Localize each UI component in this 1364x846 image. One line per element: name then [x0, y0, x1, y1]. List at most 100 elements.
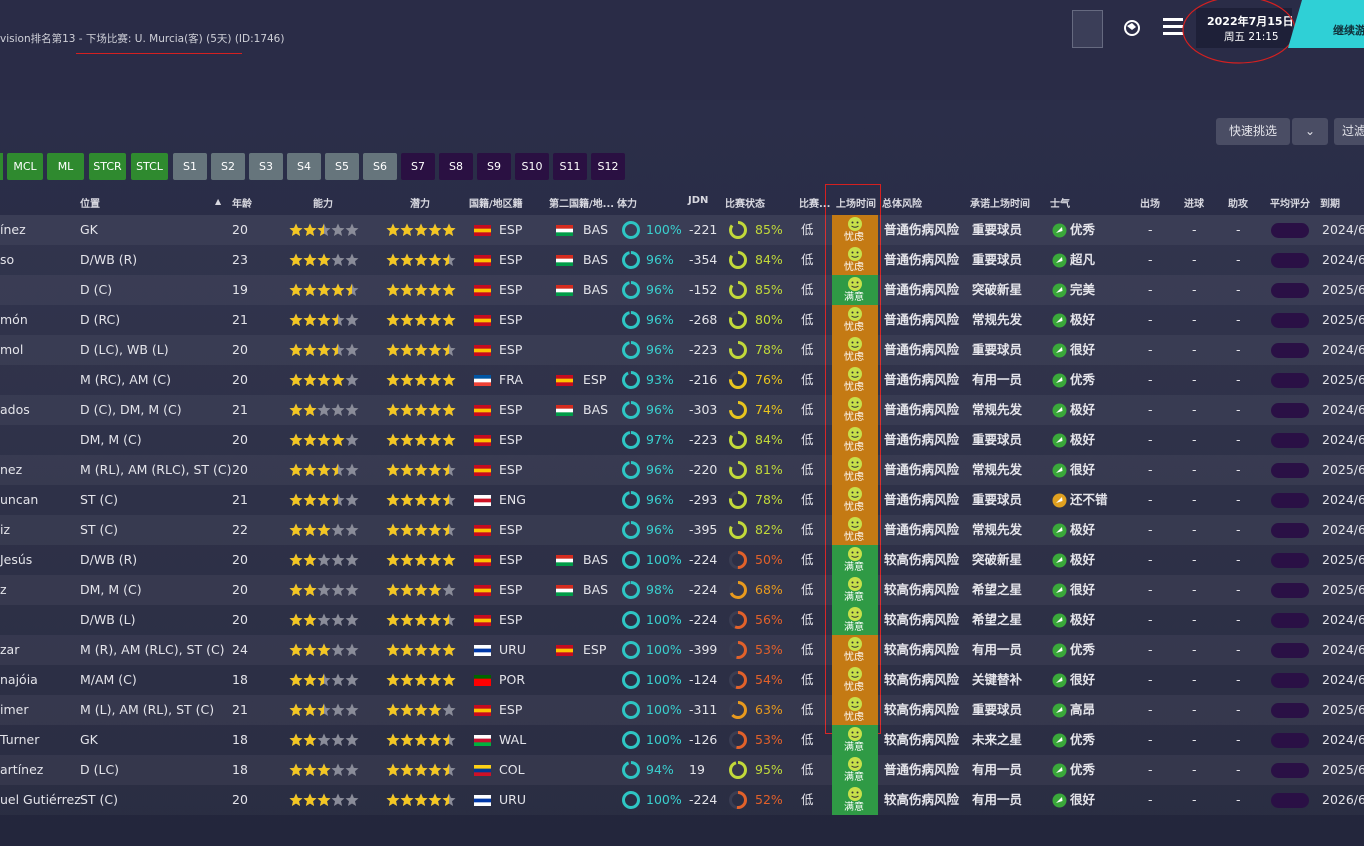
globe-icon[interactable]	[1122, 18, 1142, 38]
tab[interactable]: ML	[47, 153, 84, 180]
tab-partial[interactable]	[0, 153, 3, 180]
ring-gauge	[622, 311, 640, 329]
match-load: 低	[801, 762, 814, 777]
age: 20	[232, 372, 248, 387]
tab[interactable]: MCL	[7, 153, 43, 180]
tab[interactable]: S7	[401, 153, 435, 180]
table-row[interactable]	[0, 665, 1364, 695]
tab[interactable]: S3	[249, 153, 283, 180]
star-rating	[386, 613, 456, 626]
assists: -	[1236, 222, 1241, 237]
tab[interactable]: S10	[515, 153, 549, 180]
table-row[interactable]	[0, 275, 1364, 305]
injury-risk: 普通伤病风险	[884, 402, 960, 417]
flag	[556, 285, 573, 296]
continue-label[interactable]: 继续游	[1333, 24, 1364, 37]
smiley	[848, 667, 862, 681]
tab[interactable]: STCR	[89, 153, 126, 180]
tab[interactable]: S6	[363, 153, 397, 180]
condition: 100%	[646, 222, 682, 237]
condition: 100%	[646, 732, 682, 747]
ring-gauge	[622, 521, 640, 539]
match-load: 低	[801, 612, 814, 627]
table-row[interactable]	[0, 485, 1364, 515]
table-row[interactable]	[0, 605, 1364, 635]
smiley	[848, 727, 862, 741]
morale-icon	[1052, 583, 1067, 598]
smiley	[848, 217, 862, 231]
table-row[interactable]	[0, 245, 1364, 275]
table-row[interactable]	[0, 755, 1364, 785]
tab[interactable]: S1	[173, 153, 207, 180]
smiley	[848, 757, 862, 771]
table-row[interactable]	[0, 395, 1364, 425]
table-row[interactable]	[0, 215, 1364, 245]
column-header: 平均评分	[1270, 199, 1310, 210]
playing-time: 满意	[844, 592, 864, 603]
match-load: 低	[801, 312, 814, 327]
table-row[interactable]	[0, 695, 1364, 725]
playing-time: 忧虑	[844, 412, 864, 423]
star-rating	[386, 223, 456, 236]
tab[interactable]: S5	[325, 153, 359, 180]
table-row[interactable]	[0, 725, 1364, 755]
injury-risk: 较高伤病风险	[884, 582, 960, 597]
match-sharpness: 63%	[755, 702, 783, 717]
tab[interactable]: STCL	[131, 153, 168, 180]
contract-expiry: 2024/6	[1322, 732, 1364, 747]
table-row[interactable]	[0, 515, 1364, 545]
star-rating	[386, 283, 456, 296]
goals: -	[1192, 732, 1197, 747]
rating-pill	[1271, 613, 1309, 628]
table-row[interactable]	[0, 575, 1364, 605]
tab[interactable]: S11	[553, 153, 587, 180]
age: 18	[232, 672, 248, 687]
table-row[interactable]	[0, 635, 1364, 665]
edit-button[interactable]	[1072, 10, 1103, 48]
star-rating	[289, 313, 359, 326]
player-name: artínez	[0, 762, 44, 777]
column-header: 士气	[1050, 199, 1070, 210]
continue-button[interactable]	[1288, 0, 1364, 48]
player-name: ínez	[0, 222, 26, 237]
position: ST (C)	[80, 522, 119, 537]
tab[interactable]: S8	[439, 153, 473, 180]
assists: -	[1236, 792, 1241, 807]
tab[interactable]: S4	[287, 153, 321, 180]
table-row[interactable]	[0, 335, 1364, 365]
tab[interactable]: S12	[591, 153, 625, 180]
jdn: -221	[689, 222, 718, 237]
table-row[interactable]	[0, 545, 1364, 575]
appearances: -	[1148, 792, 1153, 807]
star-rating	[386, 343, 456, 356]
table-row[interactable]	[0, 365, 1364, 395]
tab[interactable]: S2	[211, 153, 245, 180]
menu-icon[interactable]	[1163, 16, 1185, 38]
injury-risk: 普通伤病风险	[884, 342, 960, 357]
jdn: -354	[689, 252, 718, 267]
promised-time: 有用一员	[972, 792, 1023, 807]
playing-time: 忧虑	[844, 712, 864, 723]
rating-pill	[1271, 313, 1309, 328]
star-rating	[386, 733, 456, 746]
match-load: 低	[801, 372, 814, 387]
table-row[interactable]	[0, 425, 1364, 455]
appearances: -	[1148, 462, 1153, 477]
table-row[interactable]	[0, 785, 1364, 815]
quick-pick-button[interactable]: 快速挑选	[1216, 118, 1290, 145]
filter-button[interactable]: 过滤	[1334, 118, 1364, 145]
morale-icon	[1052, 463, 1067, 478]
match-load: 低	[801, 642, 814, 657]
match-sharpness: 85%	[755, 282, 783, 297]
appearances: -	[1148, 282, 1153, 297]
dropdown-button[interactable]: ⌄	[1292, 118, 1328, 145]
table-row[interactable]	[0, 305, 1364, 335]
age: 20	[232, 222, 248, 237]
age: 21	[232, 402, 248, 417]
smiley	[848, 247, 862, 261]
table-row[interactable]	[0, 455, 1364, 485]
injury-risk: 较高伤病风险	[884, 732, 960, 747]
age: 22	[232, 522, 248, 537]
match-load: 低	[801, 462, 814, 477]
tab[interactable]: S9	[477, 153, 511, 180]
